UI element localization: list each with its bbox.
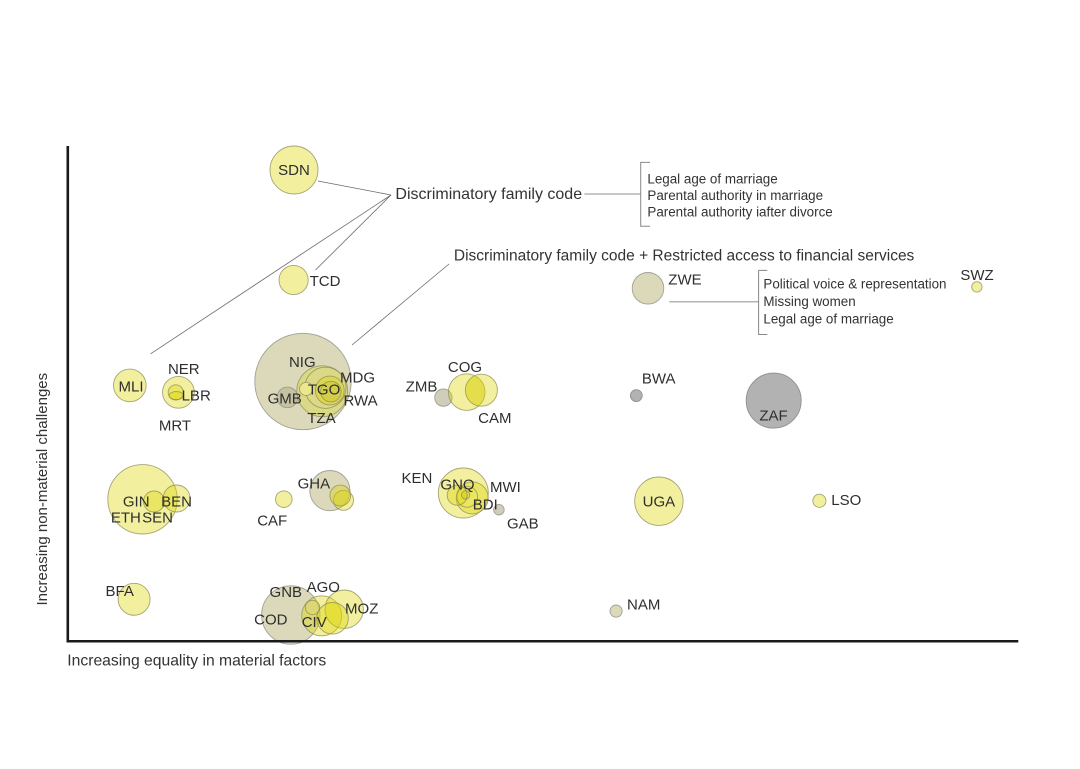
svg-text:GHA: GHA (298, 476, 331, 493)
svg-text:MDG: MDG (340, 370, 375, 387)
svg-text:LBR: LBR (182, 387, 211, 404)
svg-text:TGO: TGO (308, 382, 341, 399)
svg-text:ETH: ETH (111, 510, 141, 527)
svg-text:GIN: GIN (123, 493, 150, 510)
svg-text:GNB: GNB (270, 584, 303, 601)
svg-text:SDN: SDN (278, 162, 310, 179)
svg-text:Discriminatory family code: Discriminatory family code (395, 186, 582, 203)
svg-text:COD: COD (254, 611, 288, 628)
svg-text:NIG: NIG (289, 354, 316, 371)
svg-text:BWA: BWA (642, 371, 676, 388)
svg-text:TCD: TCD (310, 273, 341, 290)
svg-text:MRT: MRT (159, 418, 191, 435)
svg-text:ZAF: ZAF (759, 408, 787, 425)
svg-text:ZMB: ZMB (406, 379, 438, 396)
svg-text:Legal age of marriage: Legal age of marriage (763, 312, 893, 327)
svg-text:MLI: MLI (118, 379, 143, 396)
svg-text:Parental authority in marriage: Parental authority in marriage (647, 188, 823, 203)
svg-text:Parental authority iafter divo: Parental authority iafter divorce (647, 204, 832, 219)
svg-text:NAM: NAM (627, 596, 660, 613)
svg-text:COG: COG (448, 359, 482, 376)
svg-text:CAM: CAM (478, 410, 511, 427)
svg-text:Increasing non-material challe: Increasing non-material challenges (34, 373, 51, 606)
svg-text:UGA: UGA (643, 494, 676, 511)
svg-text:Increasing equality in materia: Increasing equality in material factors (67, 653, 326, 670)
svg-text:BFA: BFA (106, 583, 134, 600)
svg-text:Missing women: Missing women (763, 294, 855, 309)
svg-text:CAF: CAF (257, 513, 287, 530)
svg-text:AGO: AGO (307, 579, 340, 596)
svg-text:MWI: MWI (490, 479, 521, 496)
svg-text:CIV: CIV (302, 614, 327, 631)
svg-text:LSO: LSO (831, 492, 861, 509)
svg-text:KEN: KEN (401, 470, 432, 487)
svg-text:GAB: GAB (507, 516, 539, 533)
svg-text:RWA: RWA (344, 393, 378, 410)
svg-text:BEN: BEN (161, 493, 192, 510)
svg-text:SEN: SEN (142, 510, 173, 527)
svg-text:ZWE: ZWE (668, 271, 701, 288)
svg-text:TZA: TZA (307, 410, 335, 427)
svg-text:GNQ: GNQ (440, 477, 474, 494)
svg-text:Political voice & representati: Political voice & representation (763, 277, 946, 292)
svg-text:NER: NER (168, 361, 200, 378)
svg-text:MOZ: MOZ (345, 601, 378, 618)
svg-text:Discriminatory family code + R: Discriminatory family code + Restricted … (454, 248, 915, 265)
svg-text:Legal age of marriage: Legal age of marriage (647, 172, 777, 187)
svg-text:BDI: BDI (473, 496, 498, 513)
svg-text:SWZ: SWZ (960, 267, 993, 284)
svg-text:GMB: GMB (268, 391, 302, 408)
